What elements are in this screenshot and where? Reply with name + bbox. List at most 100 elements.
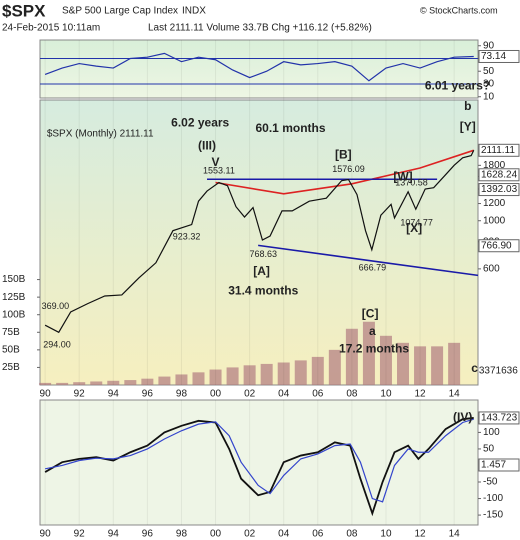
volume-bar bbox=[311, 356, 324, 385]
x-tick-label: 00 bbox=[210, 389, 222, 400]
volume-bar bbox=[448, 342, 461, 385]
x-tick-label: 98 bbox=[176, 389, 188, 400]
annotation: (III) bbox=[198, 139, 216, 153]
x-tick-label: 06 bbox=[312, 529, 324, 540]
x-tick-label: 12 bbox=[414, 389, 426, 400]
x-tick-label: 12 bbox=[414, 529, 426, 540]
price-panel bbox=[39, 99, 479, 386]
volume-bar bbox=[277, 362, 290, 385]
annotation: b bbox=[464, 99, 471, 113]
index-name: S&P 500 Large Cap Index bbox=[62, 6, 178, 17]
y-tick-label: 600 bbox=[483, 264, 500, 275]
rsi-panel bbox=[39, 39, 479, 99]
volume-bar bbox=[431, 346, 444, 385]
point-label: 1074.77 bbox=[400, 217, 433, 227]
volume-bar bbox=[175, 374, 188, 385]
macd-panel bbox=[39, 399, 479, 526]
x-tick-label: 92 bbox=[74, 529, 86, 540]
value-tag-label: 73.14 bbox=[481, 51, 506, 62]
x-tick-label: 02 bbox=[244, 389, 256, 400]
annotation: a bbox=[369, 324, 376, 338]
volume-bar bbox=[141, 378, 154, 385]
value-tag bbox=[478, 411, 520, 425]
x-tick-label: 90 bbox=[40, 389, 52, 400]
annotation: [X] bbox=[406, 221, 422, 235]
annotation: $SPX (Monthly) 2111.11 bbox=[47, 128, 154, 139]
x-tick-label: 00 bbox=[210, 529, 222, 540]
y-tick-label: 90 bbox=[483, 40, 495, 51]
exchange: INDX bbox=[182, 6, 206, 17]
volume-bar bbox=[328, 349, 341, 385]
point-label: 666.79 bbox=[359, 262, 387, 272]
point-label: 294.00 bbox=[43, 339, 71, 349]
y-tick-label: 10 bbox=[483, 91, 495, 102]
point-label: 1553.11 bbox=[203, 166, 235, 176]
value-tag-label: 143.723 bbox=[481, 413, 518, 424]
y-tick-label: 1800 bbox=[483, 160, 506, 171]
point-label: 369.00 bbox=[42, 301, 70, 311]
value-tag-label: 766.90 bbox=[481, 240, 512, 251]
y-tick-label: 1200 bbox=[483, 198, 506, 209]
series-line bbox=[44, 417, 474, 517]
annotation: c bbox=[471, 361, 478, 375]
x-tick-label: 98 bbox=[176, 529, 188, 540]
value-tag bbox=[478, 458, 520, 472]
y-tick-label: 25B bbox=[2, 362, 20, 373]
y-tick-label: -100 bbox=[483, 493, 503, 504]
x-tick-label: 96 bbox=[142, 529, 154, 540]
x-tick-label: 96 bbox=[142, 389, 154, 400]
volume-bar bbox=[73, 382, 86, 385]
credit: © StockCharts.com bbox=[420, 5, 498, 15]
annotation: [A] bbox=[253, 264, 270, 278]
value-tag bbox=[478, 168, 520, 182]
y-tick-label: 100 bbox=[483, 427, 500, 438]
x-tick-label: 94 bbox=[108, 529, 120, 540]
x-tick-label: 10 bbox=[380, 389, 392, 400]
x-tick-label: 02 bbox=[244, 529, 256, 540]
series-line bbox=[44, 418, 474, 503]
volume-bar bbox=[158, 376, 171, 385]
volume-bar bbox=[39, 382, 52, 385]
annotation: 17.2 months bbox=[339, 341, 409, 355]
point-label: 1370.58 bbox=[395, 177, 428, 187]
volume-bar bbox=[107, 380, 120, 385]
volume-bar bbox=[260, 363, 273, 385]
y-tick-label: 50 bbox=[483, 66, 495, 77]
series-line bbox=[44, 52, 474, 82]
volume-bar bbox=[209, 369, 222, 385]
volume-bar bbox=[379, 335, 392, 385]
x-tick-label: 14 bbox=[449, 529, 461, 540]
y-tick-label: 150B bbox=[2, 274, 26, 285]
value-tag-label: 2111.11 bbox=[481, 145, 515, 156]
volume-bar bbox=[362, 321, 375, 385]
date: 24-Feb-2015 10:11am bbox=[2, 23, 100, 34]
value-tag-label: 1.457 bbox=[481, 460, 506, 471]
volume-bar bbox=[90, 381, 103, 385]
value-tag bbox=[478, 183, 520, 197]
value-tag bbox=[478, 49, 520, 63]
point-label: 768.63 bbox=[249, 249, 277, 259]
y-tick-label: 30 bbox=[483, 79, 495, 90]
x-tick-label: 08 bbox=[346, 389, 358, 400]
annotation: 3371636 bbox=[479, 366, 518, 377]
volume-bar bbox=[56, 382, 69, 385]
volume-bar bbox=[414, 346, 427, 385]
annotation: [Y] bbox=[460, 119, 476, 133]
x-tick-label: 94 bbox=[108, 389, 120, 400]
y-tick-label: 50 bbox=[483, 444, 495, 455]
series-line bbox=[44, 150, 475, 334]
volume-bar bbox=[124, 380, 137, 385]
volume-bar bbox=[294, 360, 307, 385]
y-tick-label: -50 bbox=[483, 477, 498, 488]
trend-line bbox=[258, 244, 479, 277]
x-tick-label: 92 bbox=[74, 389, 86, 400]
x-tick-label: 90 bbox=[40, 529, 52, 540]
annotation: [W] bbox=[393, 170, 412, 184]
value-tag-label: 1392.03 bbox=[481, 184, 518, 195]
x-tick-label: 04 bbox=[278, 389, 290, 400]
quote: Last 2111.11 Volume 33.7B Chg +116.12 (+… bbox=[148, 23, 372, 34]
y-tick-label: 50B bbox=[2, 344, 20, 355]
annotation: (IV) bbox=[453, 410, 472, 424]
x-tick-label: 04 bbox=[278, 529, 290, 540]
annotation: 6.02 years bbox=[171, 115, 229, 129]
